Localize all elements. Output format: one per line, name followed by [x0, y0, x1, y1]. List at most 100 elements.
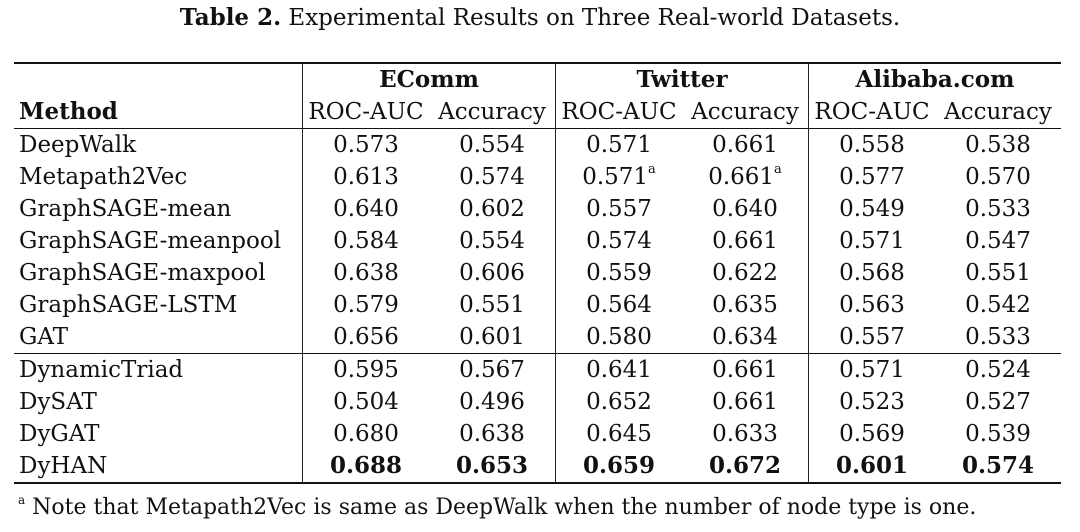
footnote: a Note that Metapath2Vec is same as Deep… [18, 492, 976, 520]
value-text: 0.557 [839, 324, 905, 350]
value-cell: 0.559 [555, 257, 682, 289]
value-cell: 0.574 [429, 161, 556, 193]
value-text: 0.504 [333, 389, 399, 415]
value-text: 0.527 [965, 389, 1031, 415]
value-text: 0.557 [586, 196, 652, 222]
value-text: 0.622 [712, 260, 778, 286]
table-row: GraphSAGE-mean 0.640 0.602 0.557 0.640 0.549 0… [14, 193, 1061, 225]
superscript-mark: a [774, 162, 782, 178]
value-cell: 0.564 [555, 289, 682, 321]
value-cell: 0.652 [555, 386, 682, 418]
value-text: 0.542 [965, 292, 1031, 318]
value-cell: 0.638 [429, 418, 556, 450]
table-row: DySAT 0.504 0.496 0.652 0.661 0.523 0.527 [14, 386, 1061, 418]
value-text: 0.547 [965, 228, 1031, 254]
value-cell: 0.661 [682, 225, 809, 257]
method-cell: Metapath2Vec [19, 164, 188, 190]
value-cell: 0.542 [935, 289, 1061, 321]
value-text: 0.584 [333, 228, 399, 254]
value-text: 0.574 [586, 228, 652, 254]
method-cell: DyGAT [19, 421, 100, 447]
metric-header: ROC-AUC [555, 96, 682, 129]
value-text: 0.652 [586, 389, 652, 415]
method-cell: GraphSAGE-maxpool [19, 260, 266, 286]
table-row: GAT 0.656 0.601 0.580 0.634 0.557 0.533 [14, 321, 1061, 354]
value-text: 0.602 [459, 196, 525, 222]
value-cell: 0.580 [555, 321, 682, 354]
value-text: 0.634 [712, 324, 778, 350]
value-text: 0.640 [712, 196, 778, 222]
value-text: 0.571 [839, 228, 905, 254]
value-text: 0.688 [329, 452, 403, 479]
value-text: 0.539 [965, 421, 1031, 447]
value-text: 0.661 [712, 132, 778, 158]
value-text: 0.633 [712, 421, 778, 447]
footnote-mark: a [18, 492, 26, 507]
value-cell: 0.563 [808, 289, 935, 321]
table-row: GraphSAGE-LSTM 0.579 0.551 0.564 0.635 0.563 0… [14, 289, 1061, 321]
caption-text: Experimental Results on Three Real-world… [288, 5, 901, 31]
value-text: 0.659 [582, 452, 656, 479]
value-text: 0.601 [459, 324, 525, 350]
value-cell: 0.633 [682, 418, 809, 450]
value-cell: 0.635 [682, 289, 809, 321]
value-text: 0.569 [839, 421, 905, 447]
value-text: 0.559 [586, 260, 652, 286]
superscript-mark: a [648, 162, 656, 178]
value-text: 0.661 [708, 164, 775, 190]
value-text: 0.661 [712, 228, 778, 254]
value-cell: 0.661a [682, 161, 809, 193]
dataset-header-ecomm: EComm [302, 63, 556, 96]
value-cell: 0.601 [808, 450, 935, 483]
value-cell: 0.606 [429, 257, 556, 289]
metric-header: ROC-AUC [808, 96, 935, 129]
metric-header-row: Method ROC-AUC Accuracy ROC-AUC Accuracy… [14, 96, 1061, 129]
caption-label: Table 2. [179, 4, 282, 31]
value-text: 0.580 [586, 324, 652, 350]
value-text: 0.554 [459, 132, 525, 158]
dataset-header-row: EComm Twitter Alibaba.com [14, 63, 1061, 96]
value-text: 0.554 [459, 228, 525, 254]
method-cell: GAT [19, 324, 69, 350]
value-text: 0.574 [459, 164, 525, 190]
method-cell: DyHAN [19, 453, 108, 479]
value-cell: 0.574 [935, 450, 1061, 483]
value-cell: 0.571 [555, 128, 682, 161]
value-cell: 0.574 [555, 225, 682, 257]
method-cell: DySAT [19, 389, 97, 415]
value-cell: 0.640 [682, 193, 809, 225]
value-cell: 0.622 [682, 257, 809, 289]
method-cell: DeepWalk [19, 132, 137, 158]
metric-header: Accuracy [944, 99, 1052, 125]
value-cell: 0.567 [429, 354, 556, 387]
value-cell: 0.558 [808, 128, 935, 161]
value-cell: 0.524 [935, 354, 1061, 387]
table-row: DynamicTriad 0.595 0.567 0.641 0.661 0.571 0.5… [14, 353, 1061, 387]
method-cell: GraphSAGE-LSTM [19, 292, 238, 318]
dataset-header-alibaba: Alibaba.com [808, 63, 1061, 96]
value-text: 0.551 [965, 260, 1031, 286]
value-text: 0.606 [459, 260, 525, 286]
value-cell: 0.496 [429, 386, 556, 418]
value-text: 0.549 [839, 196, 905, 222]
value-cell: 0.661 [682, 354, 809, 387]
value-text: 0.656 [333, 324, 399, 350]
value-text: 0.661 [712, 389, 778, 415]
value-text: 0.601 [835, 452, 909, 479]
value-text: 0.573 [333, 132, 399, 158]
value-text: 0.571 [582, 164, 649, 190]
value-text: 0.564 [586, 292, 652, 318]
value-cell: 0.577 [808, 161, 935, 193]
value-text: 0.579 [333, 292, 399, 318]
value-cell: 0.533 [935, 193, 1061, 225]
value-text: 0.661 [712, 357, 778, 383]
value-text: 0.563 [839, 292, 905, 318]
value-cell: 0.554 [429, 129, 556, 162]
value-cell: 0.547 [935, 225, 1061, 257]
value-cell: 0.661 [682, 129, 809, 162]
metric-header: Accuracy [691, 99, 799, 125]
method-cell: DynamicTriad [19, 357, 184, 383]
value-cell: 0.571 [808, 225, 935, 257]
table-row: GraphSAGE-maxpool 0.638 0.606 0.559 0.622 0.5… [14, 257, 1061, 289]
value-cell: 0.688 [302, 450, 429, 483]
